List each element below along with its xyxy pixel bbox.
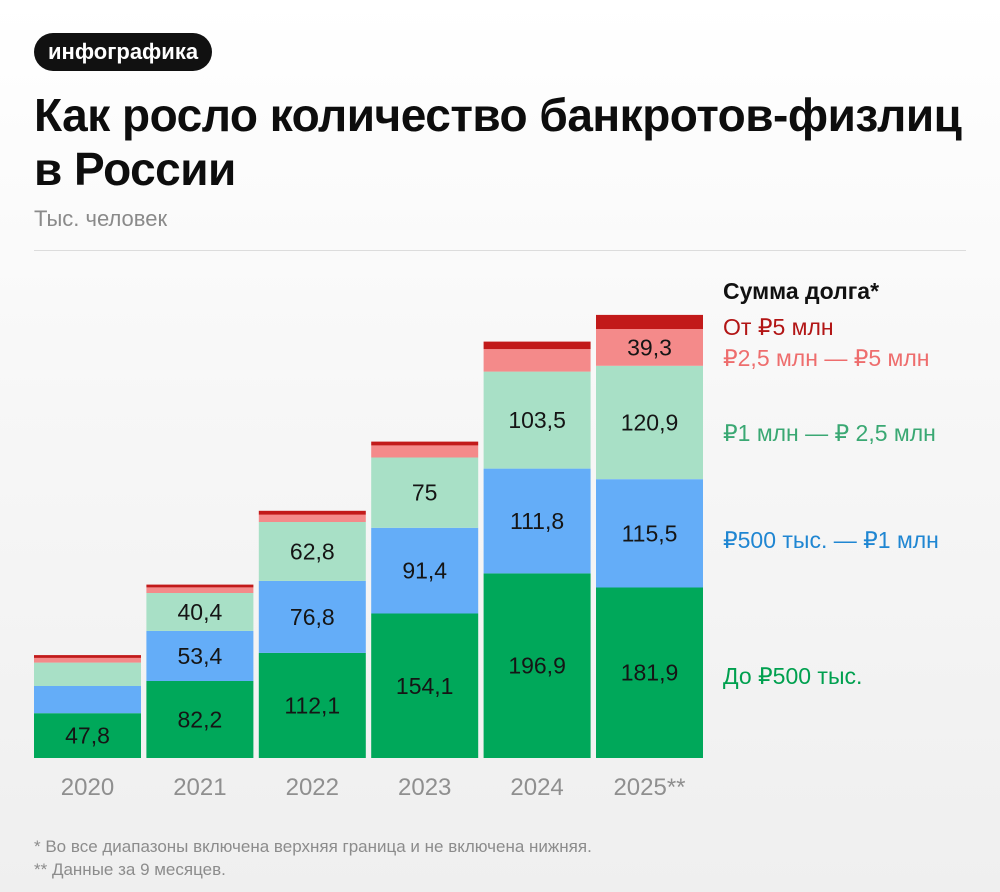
- legend-item-3: ₽2,5 млн — ₽5 млн: [723, 345, 929, 371]
- bar-segment-2025-s1: [596, 479, 703, 588]
- bar-segment-2020-s0: [34, 713, 141, 758]
- chart-title-line-2: в России: [34, 143, 236, 195]
- data-label-2022-s1: 76,8: [290, 604, 335, 630]
- data-label-2023-s1: 91,4: [402, 558, 447, 584]
- bar-segment-2023-s4: [371, 441, 479, 446]
- x-tick-label-2023: 2023: [398, 774, 451, 801]
- legend: Сумма долга* До ₽500 тыс. ₽500 тыс. — ₽1 м…: [723, 278, 939, 689]
- bar-segment-2021-s4: [146, 584, 254, 588]
- x-tick-label-2024: 2024: [510, 774, 563, 801]
- bar-segment-2021-s3: [146, 587, 254, 593]
- bar-segment-2025-s3: [596, 329, 703, 366]
- data-label-2021-s0: 82,2: [178, 707, 223, 733]
- bar-segment-2021-s0: [146, 680, 254, 758]
- x-tick-label-2022: 2022: [286, 774, 339, 801]
- value-labels-group: 47,8 82,2 53,4 40,4 112,1 76,8 62,8 154,1 91,4 75…: [65, 334, 678, 748]
- data-label-2023-s0: 154,1: [396, 673, 454, 699]
- legend-item-0: До ₽500 тыс.: [723, 663, 862, 689]
- bar-segment-2020-s4: [34, 655, 141, 658]
- footnote-ranges: * Во все диапазоны включена верхняя гран…: [34, 837, 592, 856]
- footnote-partial-year: ** Данные за 9 месяцев.: [34, 860, 226, 879]
- bar-segment-2025-s0: [596, 587, 703, 758]
- bar-segment-2020-s3: [34, 657, 141, 663]
- bar-segment-2023-s1: [371, 527, 479, 614]
- bar-segment-2023-s2: [371, 457, 479, 528]
- data-label-2025-s2: 120,9: [621, 410, 679, 436]
- x-tick-label-2020: 2020: [61, 774, 114, 801]
- chart-title: Как росло количество банкротов-физлиц в …: [34, 88, 974, 196]
- bar-segment-2024-s0: [483, 573, 591, 758]
- bar-segment-2022-s4: [258, 510, 366, 515]
- legend-item-1: ₽500 тыс. — ₽1 млн: [723, 527, 939, 553]
- header-divider: [34, 250, 966, 251]
- chart-title-line-1: Как росло количество банкротов-физлиц: [34, 89, 962, 141]
- bar-segment-2020-s1: [34, 686, 141, 714]
- data-label-2022-s0: 112,1: [284, 693, 340, 719]
- bar-segment-2024-s3: [483, 349, 591, 372]
- data-label-2024-s1: 111,8: [510, 508, 564, 534]
- bar-segment-2022-s1: [258, 580, 366, 653]
- legend-item-2: ₽1 млн — ₽ 2,5 млн: [723, 420, 936, 446]
- data-label-2024-s0: 196,9: [508, 653, 566, 679]
- bar-segment-2022-s2: [258, 522, 366, 581]
- data-label-2022-s2: 62,8: [290, 539, 335, 565]
- legend-item-4: От ₽5 млн: [723, 314, 834, 340]
- data-label-2021-s1: 53,4: [178, 643, 223, 669]
- legend-title: Сумма долга*: [723, 278, 879, 304]
- data-label-2025-s1: 115,5: [622, 520, 678, 546]
- bar-segment-2024-s2: [483, 371, 591, 469]
- bar-segment-2024-s1: [483, 468, 591, 574]
- data-label-2025-s3: 39,3: [627, 334, 672, 360]
- category-badge: инфографика: [34, 33, 213, 71]
- chart-unit-subtitle: Тыс. человек: [34, 206, 168, 231]
- data-label-2025-s0: 181,9: [621, 660, 679, 686]
- data-label-2021-s2: 40,4: [178, 599, 223, 625]
- data-label-2024-s2: 103,5: [508, 407, 566, 433]
- bar-segment-2024-s4: [483, 341, 591, 350]
- data-label-2023-s2: 75: [412, 480, 438, 506]
- bar-segment-2022-s0: [258, 652, 366, 758]
- bar-segment-2023-s0: [371, 613, 479, 758]
- bar-segment-2025-s2: [596, 365, 703, 480]
- x-tick-label-2021: 2021: [173, 774, 226, 801]
- bar-segment-2023-s3: [371, 445, 479, 458]
- bar-segment-2021-s1: [146, 630, 254, 681]
- bar-segment-2021-s2: [146, 593, 254, 631]
- bars-group: [34, 314, 703, 758]
- bar-segment-2025-s4: [596, 314, 703, 329]
- data-label-2020-s0: 47,8: [65, 723, 110, 749]
- x-tick-label-2025: 2025**: [613, 774, 685, 801]
- bar-segment-2020-s2: [34, 662, 141, 686]
- bar-segment-2022-s3: [258, 514, 366, 522]
